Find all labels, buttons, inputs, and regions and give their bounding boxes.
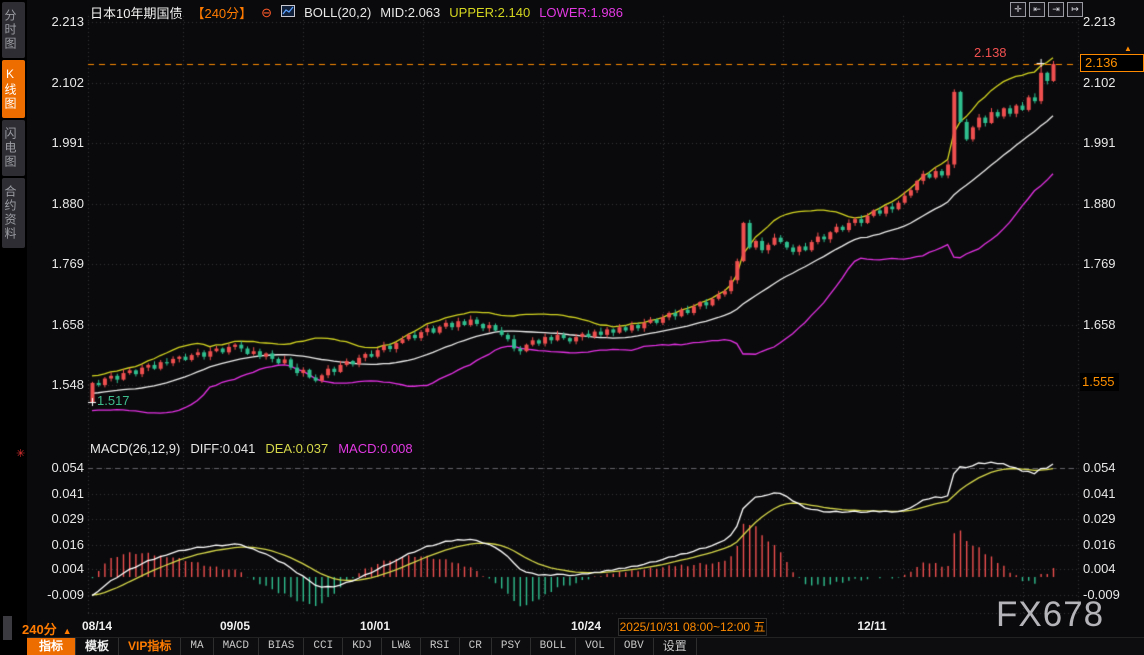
watermark: FX678: [996, 595, 1105, 634]
toolbar-item-PSY[interactable]: PSY: [492, 638, 531, 655]
date-axis-tick: 12/11: [857, 619, 887, 633]
indicator-toolbar: 指标 模板 VIP指标 MA MACD BIAS CCI KDJ LW& RSI CR PSY BOLL…: [27, 637, 1144, 655]
secondary-price-label: 1.555: [1080, 373, 1119, 391]
macd-axis-tick: 0.054: [1083, 460, 1116, 476]
crosshair-icon[interactable]: ✛: [1010, 2, 1026, 17]
price-axis-tick: 2.213: [51, 14, 84, 29]
toolbar-item-CR[interactable]: CR: [460, 638, 492, 655]
period-selector[interactable]: 240分 ▲: [22, 619, 72, 638]
toolbar-item-指标[interactable]: 指标: [27, 638, 77, 655]
x-axis-zoom-icon[interactable]: ⇤: [1029, 2, 1045, 17]
toolbar-item-LW&[interactable]: LW&: [382, 638, 421, 655]
instrument-title: 日本10年期国债: [90, 5, 183, 21]
macd-axis-tick: 0.004: [1083, 560, 1116, 576]
macd-diff-value: DIFF:0.041: [190, 441, 256, 456]
toolbar-item-MA[interactable]: MA: [181, 638, 214, 655]
period-high-label: 2.138: [974, 45, 1007, 60]
period-label: 【240分】: [191, 5, 253, 21]
toolbar-item-VIP指标[interactable]: VIP指标: [119, 638, 182, 655]
remove-indicator-icon[interactable]: ⊖: [261, 4, 273, 20]
price-axis-tick: 2.213: [1083, 14, 1116, 29]
chart-header: 日本10年期国债 【240分】 ⊖ BOLL(20,2) MID:2.063 U…: [90, 3, 623, 21]
toolbar-item-MACD[interactable]: MACD: [214, 638, 259, 655]
selected-candle-time: 2025/10/31 08:00~12:00 五: [618, 618, 767, 636]
pan-right-icon[interactable]: ↦: [1067, 2, 1083, 17]
macd-dea-value: DEA:0.037: [265, 441, 329, 456]
macd-axis-tick: -0.009: [47, 587, 84, 603]
macd-axis-tick: 0.016: [1083, 536, 1116, 552]
sidebar-tab-K线图[interactable]: K线图: [2, 60, 25, 118]
sidebar-tab-分时图[interactable]: 分时图: [2, 2, 25, 58]
toolbar-item-OBV[interactable]: OBV: [615, 638, 654, 655]
sidebar-tab-合约资料[interactable]: 合约资料: [2, 178, 25, 248]
toolbar-item-RSI[interactable]: RSI: [421, 638, 460, 655]
boll-upper-value: UPPER:2.140: [449, 4, 531, 20]
macd-axis-tick: 0.029: [51, 510, 84, 526]
toolbar-item-模板[interactable]: 模板: [76, 638, 120, 655]
toolbar-item-KDJ[interactable]: KDJ: [343, 638, 383, 655]
date-axis-tick: 08/14: [81, 619, 113, 633]
date-axis-tick: 09/05: [219, 619, 251, 633]
price-axis-tick: 1.880: [51, 195, 84, 211]
window-buttons: ✛ ⇤ ⇥ ↦: [1010, 2, 1083, 17]
sidebar-tab-闪电图[interactable]: 闪电图: [2, 120, 25, 176]
chevron-up-icon: ▲: [62, 626, 72, 636]
macd-axis-tick: 0.016: [51, 536, 84, 552]
toolbar-item-BOLL[interactable]: BOLL: [531, 638, 577, 655]
price-axis-tick: 1.769: [51, 256, 84, 272]
price-axis-tick: 1.880: [1083, 195, 1116, 211]
boll-mid-value: MID:2.063: [380, 4, 441, 20]
last-price-box: 2.136: [1080, 54, 1144, 72]
macd-header: MACD(26,12,9) DIFF:0.041 DEA:0.037 MACD:…: [90, 441, 413, 456]
price-axis-tick: 1.658: [1083, 317, 1116, 333]
price-axis-tick: 1.658: [51, 317, 84, 333]
macd-hist-value: MACD:0.008: [338, 441, 413, 456]
period-low-label: 1.517: [97, 393, 130, 408]
price-axis-tick: 1.548: [51, 377, 84, 393]
macd-axis-tick: 0.054: [51, 460, 84, 476]
macd-axis-tick: 0.004: [51, 560, 84, 576]
toolbar-item-VOL[interactable]: VOL: [576, 638, 615, 655]
price-axis-tick: 1.991: [1083, 135, 1116, 151]
price-axis-tick: 1.769: [1083, 256, 1116, 272]
mini-chart-icon[interactable]: [281, 4, 296, 20]
period-text: 240分: [22, 622, 57, 637]
date-axis-tick: 10/01: [359, 619, 391, 633]
price-axis-tick: 2.102: [51, 74, 84, 90]
price-axis-tick: 1.991: [51, 135, 84, 151]
macd-indicator-name: MACD(26,12,9): [90, 441, 181, 456]
toolbar-item-CCI[interactable]: CCI: [304, 638, 344, 655]
y-axis-zoom-icon[interactable]: ⇥: [1048, 2, 1064, 17]
indicator-name: BOLL(20,2): [304, 4, 372, 20]
macd-axis-tick: 0.029: [1083, 510, 1116, 526]
price-axis-tick: 2.102: [1083, 74, 1116, 90]
boll-lower-value: LOWER:1.986: [539, 4, 624, 20]
alert-icon[interactable]: ✳: [16, 448, 26, 460]
toolbar-item-设置[interactable]: 设置: [654, 638, 697, 655]
price-arrow-icon: ▲: [1124, 44, 1132, 53]
macd-axis-tick: 0.041: [1083, 486, 1116, 502]
toolbar-item-BIAS[interactable]: BIAS: [259, 638, 305, 655]
panel-handle[interactable]: [3, 616, 12, 640]
macd-axis-tick: -0.009: [1083, 587, 1120, 603]
macd-axis-tick: 0.041: [51, 486, 84, 502]
date-axis-tick: 10/24: [570, 619, 602, 633]
chart-type-sidebar: 分时图 K线图 闪电图 合约资料: [0, 0, 27, 655]
